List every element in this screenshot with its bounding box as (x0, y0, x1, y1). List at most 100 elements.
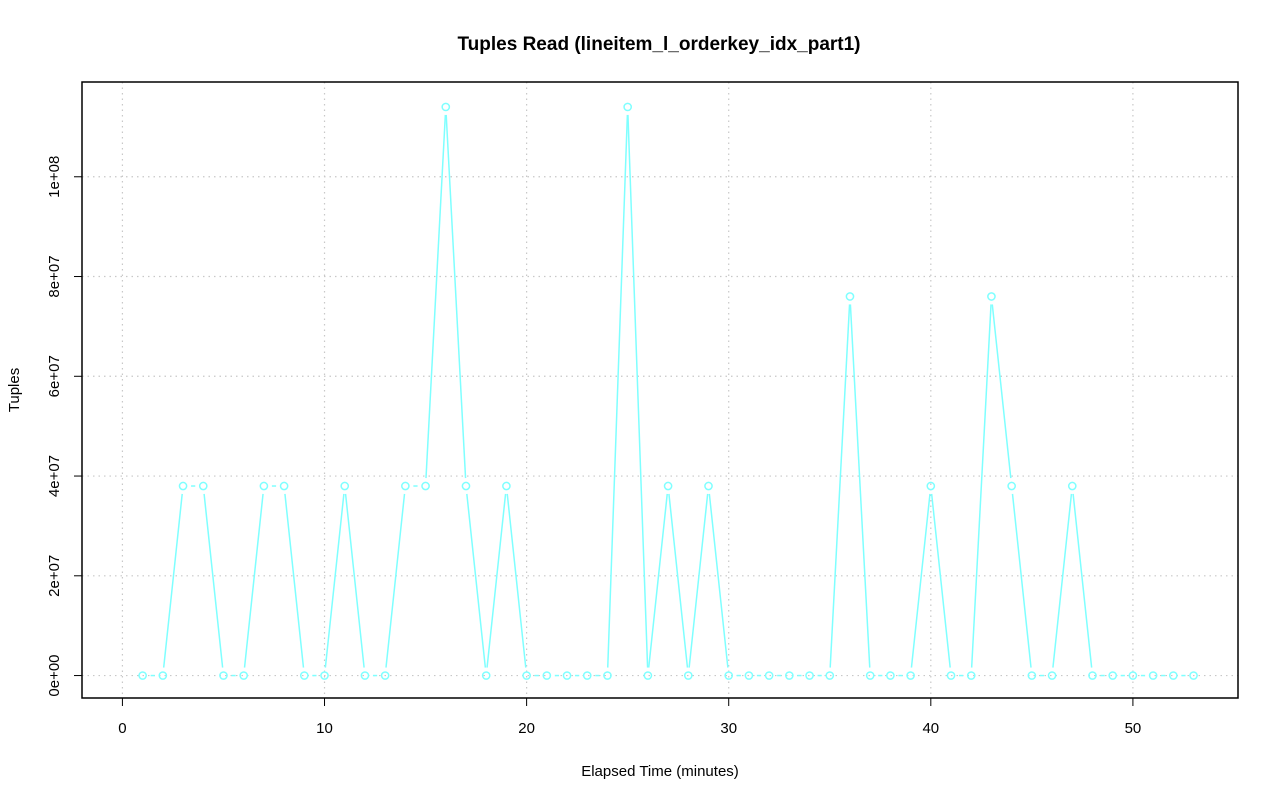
x-axis-label: Elapsed Time (minutes) (581, 763, 739, 780)
data-point (805, 671, 814, 680)
x-tick-label: 40 (922, 720, 939, 737)
data-point (1108, 671, 1118, 680)
data-point (178, 481, 188, 491)
data-point (1027, 671, 1037, 680)
data-point (623, 102, 633, 112)
data-point (1189, 671, 1198, 680)
data-point (320, 671, 329, 680)
y-axis: 0e+00 2e+07 4e+07 6e+07 8e+07 1e+08 (46, 156, 82, 697)
series-segment (930, 493, 951, 668)
data-point (946, 671, 956, 680)
data-point (340, 481, 350, 491)
series-segment (284, 493, 305, 668)
y-tick-label: 6e+07 (46, 355, 63, 397)
data-point (784, 671, 794, 680)
series-segment (708, 493, 729, 668)
data-point (481, 671, 491, 680)
series-segment (324, 493, 345, 668)
series-segment (1011, 493, 1032, 668)
data-point (198, 481, 208, 491)
data-point (360, 671, 370, 680)
x-tick-label: 30 (720, 720, 737, 737)
grid-lines (82, 82, 1238, 698)
series-segment (910, 493, 931, 668)
y-tick-label: 4e+07 (46, 455, 63, 497)
series-segment (425, 114, 447, 479)
data-point (380, 671, 390, 680)
chart-title: Tuples Read (lineitem_l_orderkey_idx_par… (457, 34, 860, 55)
series-segment (1072, 493, 1093, 668)
series-segment (243, 493, 264, 668)
data-point (1067, 481, 1077, 491)
series-segment (385, 493, 406, 668)
plot-frame (81, 81, 1239, 699)
data-point (825, 671, 835, 680)
data-point (643, 671, 653, 680)
data-point (299, 671, 309, 680)
data-point (906, 671, 915, 680)
series-segment (606, 114, 629, 668)
series-segment (162, 493, 183, 668)
data-point (542, 671, 552, 680)
data-point (502, 481, 511, 491)
series-segment (445, 114, 467, 479)
data-point (663, 481, 673, 491)
y-axis-label: Tuples (6, 368, 23, 412)
series-layer (138, 102, 1198, 680)
x-tick-label: 0 (118, 720, 126, 737)
data-point (441, 102, 451, 112)
series-segment (1052, 493, 1073, 668)
series-segment (829, 304, 851, 668)
series-segment (344, 493, 365, 668)
data-point (1168, 671, 1178, 680)
y-tick-label: 2e+07 (46, 555, 63, 597)
data-point (704, 481, 713, 491)
data-point (522, 671, 531, 680)
data-point (744, 671, 754, 680)
x-axis: 0 10 20 30 40 50 (118, 698, 1141, 737)
series-segment (668, 493, 689, 668)
data-point (966, 671, 976, 680)
data-point (582, 671, 592, 680)
data-point (886, 671, 895, 680)
data-point (239, 671, 249, 680)
data-point (1047, 671, 1057, 680)
data-point (764, 671, 774, 680)
x-tick-label: 20 (518, 720, 535, 737)
y-tick-label: 1e+08 (46, 156, 63, 198)
series-segment (647, 493, 668, 668)
series-segment (203, 493, 224, 668)
series-segment (486, 493, 507, 668)
data-point (279, 481, 289, 491)
series-segment (970, 304, 992, 668)
x-tick-label: 50 (1125, 720, 1142, 737)
series-segment (849, 304, 871, 668)
data-point (603, 671, 612, 680)
series-segment (627, 114, 649, 668)
data-point (461, 481, 471, 491)
data-point (219, 671, 228, 680)
data-point (158, 671, 168, 680)
data-point (1007, 481, 1017, 491)
y-tick-label: 8e+07 (46, 255, 63, 297)
data-point (926, 481, 936, 491)
data-point (401, 481, 410, 491)
data-point (138, 671, 147, 680)
series-segment (688, 493, 709, 668)
data-point (683, 671, 693, 680)
data-point (987, 292, 996, 301)
y-tick-label: 0e+00 (46, 654, 63, 696)
series-segment (991, 304, 1012, 479)
data-point (865, 671, 875, 680)
data-point (259, 481, 269, 491)
data-point (1128, 671, 1138, 680)
data-point (421, 481, 430, 491)
x-tick-label: 10 (316, 720, 333, 737)
data-point (845, 292, 855, 301)
data-point (1088, 671, 1097, 680)
series-segment (466, 493, 487, 668)
data-point (562, 671, 572, 680)
data-point (1148, 671, 1158, 680)
series-segment (506, 493, 527, 668)
